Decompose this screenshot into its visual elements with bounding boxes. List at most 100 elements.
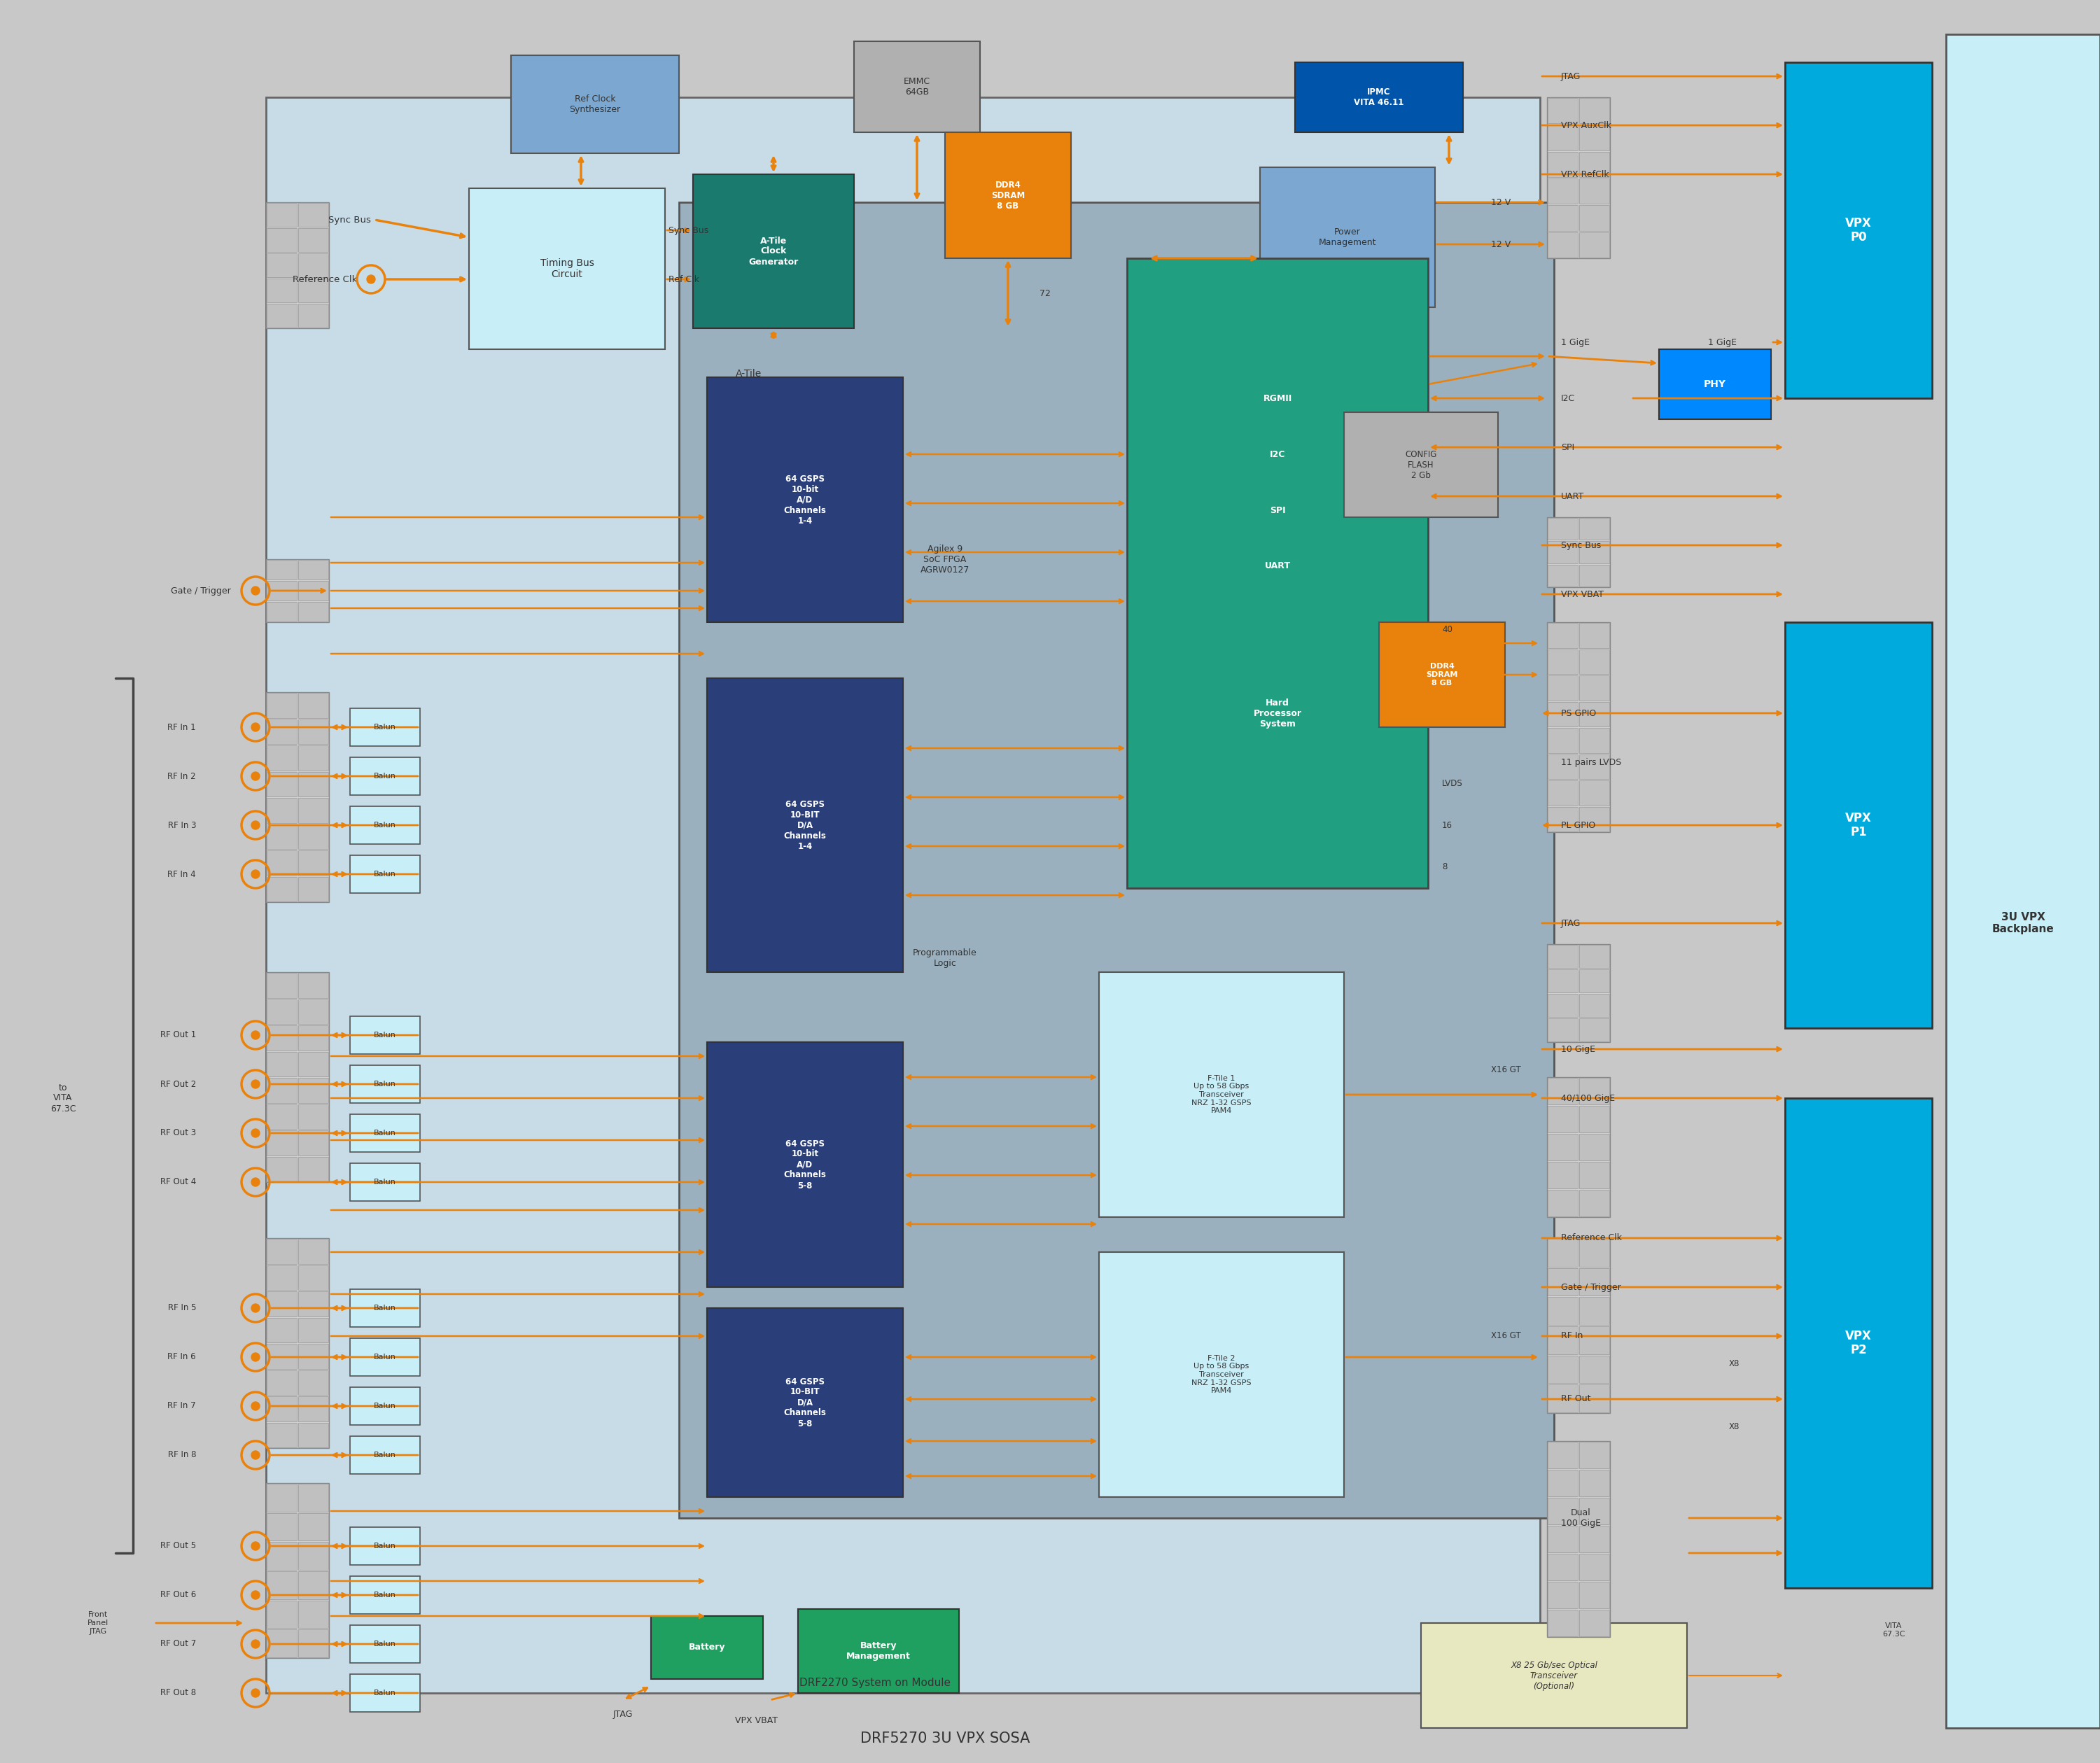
Bar [267,227,296,252]
Circle shape [252,1352,260,1361]
Text: X16 GT: X16 GT [1491,1065,1520,1075]
Bar [1344,413,1497,517]
Bar [298,227,328,252]
Bar [1548,994,1577,1017]
Text: Reference Clk: Reference Clk [292,275,357,284]
Text: A-Tile: A-Tile [735,368,762,379]
Bar [298,1157,328,1181]
Bar [267,1291,296,1317]
Text: 64 GSPS
10-bit
A/D
Channels
1-4: 64 GSPS 10-bit A/D Channels 1-4 [783,474,825,525]
Text: Balun: Balun [374,1081,397,1088]
Text: RF Out: RF Out [1560,1395,1592,1403]
Text: 40/100 GigE: 40/100 GigE [1560,1093,1615,1102]
Bar [1548,97,1611,257]
Circle shape [252,1081,260,1088]
Text: PL GPIO: PL GPIO [1560,820,1596,830]
Text: 64 GSPS
10-bit
A/D
Channels
5-8: 64 GSPS 10-bit A/D Channels 5-8 [783,1139,825,1190]
Bar [1548,622,1611,832]
Bar [298,1130,328,1155]
Bar [298,1543,328,1569]
Bar [267,559,330,622]
Bar [1548,1077,1611,1216]
Bar [798,1610,960,1692]
Bar [298,719,328,744]
Bar [298,580,328,601]
Text: VPX VBAT: VPX VBAT [735,1717,777,1726]
Bar [267,279,296,301]
Text: DDR4
SDRAM
8 GB: DDR4 SDRAM 8 GB [1426,663,1457,686]
Bar [1579,1525,1609,1553]
Bar [267,876,296,901]
Bar [267,693,330,903]
Bar [708,679,903,971]
Text: SPI: SPI [1560,443,1575,451]
Bar [1296,62,1464,132]
Bar [351,709,420,746]
Text: VPX AuxClk: VPX AuxClk [1560,120,1611,130]
Bar [298,279,328,301]
Text: Balun: Balun [374,1403,397,1410]
Bar [351,1625,420,1663]
Circle shape [252,1451,260,1460]
Bar [1579,518,1609,539]
Text: Balun: Balun [374,1354,397,1361]
Bar [298,1343,328,1368]
Bar [267,1130,296,1155]
Text: RF Out 6: RF Out 6 [160,1590,195,1599]
Bar [351,1675,420,1712]
Bar [298,1026,328,1051]
Bar [1659,349,1770,420]
Bar [351,758,420,795]
Text: Balun: Balun [374,1641,397,1647]
Bar [1579,1442,1609,1469]
Text: VPX
P1: VPX P1 [1846,811,1871,839]
Text: Balun: Balun [374,1451,397,1458]
Bar [298,746,328,770]
Bar [945,132,1071,257]
Bar [468,189,666,349]
Bar [298,973,328,998]
Circle shape [252,1402,260,1410]
Bar [1579,1298,1609,1324]
Bar [267,850,296,874]
Bar [1422,1624,1686,1728]
Bar [1548,945,1577,968]
Text: JTAG: JTAG [613,1710,632,1719]
Text: Balun: Balun [374,1130,397,1137]
Bar [1548,1356,1577,1384]
Bar [1548,649,1577,673]
Text: Timing Bus
Circuit: Timing Bus Circuit [540,257,594,279]
Bar [267,254,296,277]
Bar [267,1238,330,1447]
Bar [1548,1268,1577,1296]
Bar [267,1396,296,1421]
Bar [1579,945,1609,968]
Text: RF Out 5: RF Out 5 [160,1541,195,1551]
Bar [1098,971,1344,1216]
Text: RGMII: RGMII [1262,393,1292,402]
Bar [267,1239,296,1264]
Text: Battery
Management: Battery Management [846,1641,911,1661]
Bar [298,1601,328,1629]
Bar [1579,1268,1609,1296]
Text: UART: UART [1560,492,1583,501]
Text: Reference Clk: Reference Clk [1560,1234,1621,1243]
Text: Gate / Trigger: Gate / Trigger [1560,1282,1621,1292]
Text: to
VITA
67.3C: to VITA 67.3C [50,1082,76,1112]
Bar [1548,1499,1577,1525]
Bar [708,1042,903,1287]
Bar [298,850,328,874]
Bar [267,1543,296,1569]
Bar [267,1051,296,1077]
Bar [298,1317,328,1342]
Text: RF In 2: RF In 2 [168,772,195,781]
Bar [1579,1553,1609,1580]
Bar [267,971,330,1183]
Bar [1548,1440,1611,1638]
Circle shape [252,822,260,829]
Bar [267,561,296,580]
Bar [1548,1298,1577,1324]
Text: Balun: Balun [374,723,397,730]
Bar [1579,994,1609,1017]
Bar [351,806,420,844]
